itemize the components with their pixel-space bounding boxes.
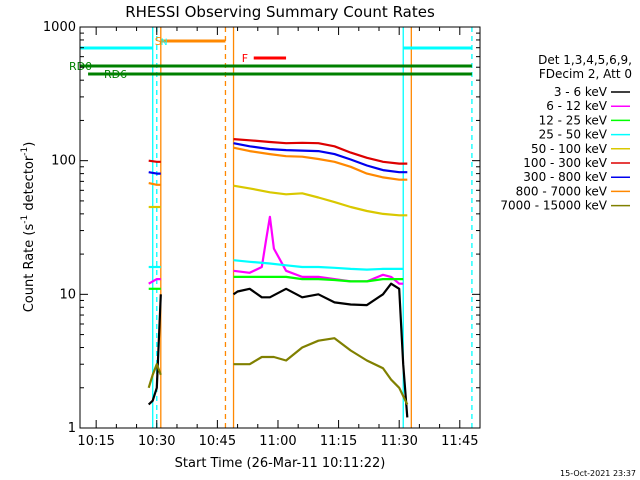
legend-header-line: FDecim 2, Att 0 — [539, 67, 632, 81]
y-axis-label: Count Rate (s-1 detector-1) — [20, 142, 37, 313]
x-tick-label: 11:30 — [380, 434, 417, 449]
legend-label: 800 - 7000 keV — [516, 184, 608, 198]
x-tick-label: 11:00 — [259, 434, 296, 449]
y-tick-label: 1 — [68, 421, 76, 436]
date-stamp: 15-Oct-2021 23:37 — [560, 469, 636, 478]
series-line — [148, 278, 161, 285]
y-axis-label-part: ) — [22, 142, 37, 147]
x-tick-label: 10:45 — [199, 434, 236, 449]
series-line — [148, 159, 161, 163]
y-axis-label-part: Count Rate (s — [22, 224, 37, 313]
series-line — [233, 275, 404, 283]
flag-label: RD6 — [104, 68, 127, 81]
legend-label: 12 - 25 keV — [539, 113, 608, 127]
series-line — [148, 182, 161, 186]
series-line — [233, 184, 408, 217]
flag-label: N — [161, 38, 168, 48]
legend-label: 7000 - 15000 keV — [500, 199, 607, 213]
series-line — [233, 142, 408, 174]
flag-label: F — [242, 52, 248, 65]
series-line — [233, 215, 404, 285]
flag-label: RD0 — [69, 60, 92, 73]
series-line — [233, 337, 409, 405]
y-axis-label-part: detector — [22, 155, 37, 215]
series-line — [233, 259, 404, 271]
legend-label: 6 - 12 keV — [546, 99, 608, 113]
series-line — [147, 294, 162, 406]
legend-label: 50 - 100 keV — [531, 142, 608, 156]
series-line — [147, 363, 162, 389]
x-tick-label: 10:15 — [77, 434, 114, 449]
series-line — [232, 282, 409, 418]
legend-label: 3 - 6 keV — [554, 85, 608, 99]
flag-label: S — [155, 35, 162, 48]
legend: Det 1,3,4,5,6,9, FDecim 2, Att 0 3 - 6 k… — [500, 53, 632, 213]
series-line — [148, 171, 161, 175]
y-axis-label-superscript: -1 — [20, 215, 30, 224]
series-line — [233, 146, 408, 181]
y-axis-label-superscript: -1 — [20, 147, 30, 156]
plot-frame — [79, 26, 481, 429]
legend-label: 100 - 300 keV — [523, 156, 607, 170]
legend-header-line: Det 1,3,4,5,6,9, — [538, 53, 632, 67]
x-axis-label: Start Time (26-Mar-11 10:11:22) — [175, 456, 386, 471]
chart-title: RHESSI Observing Summary Count Rates — [125, 3, 435, 21]
x-tick-label: 10:30 — [138, 434, 175, 449]
series-line — [233, 138, 408, 165]
y-tick-label: 100 — [51, 154, 76, 169]
y-tick-label: 10 — [59, 287, 76, 302]
legend-label: 300 - 800 keV — [523, 170, 607, 184]
x-tick-label: 11:15 — [320, 434, 357, 449]
x-tick-label: 11:45 — [441, 434, 478, 449]
legend-label: 25 - 50 keV — [539, 128, 608, 142]
y-tick-label: 1000 — [43, 20, 76, 35]
